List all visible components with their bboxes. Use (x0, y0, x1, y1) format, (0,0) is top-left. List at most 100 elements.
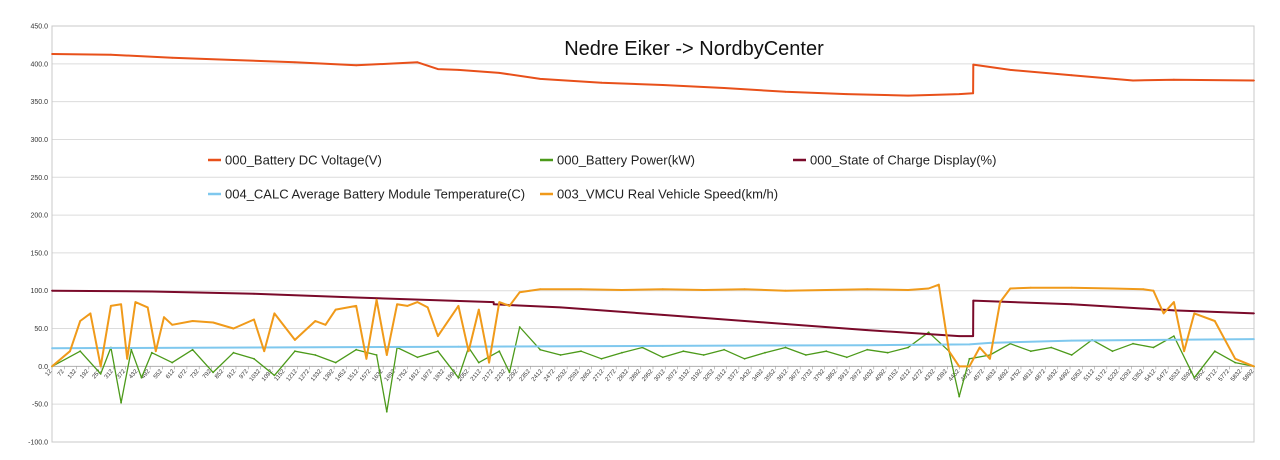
data-point (1173, 335, 1175, 337)
y-tick-label: 50.0 (34, 326, 48, 333)
data-point (958, 335, 961, 337)
data-point (539, 78, 542, 80)
legend-label: 000_Battery DC Voltage(V) (225, 153, 382, 168)
data-point (1152, 289, 1155, 292)
data-point (1009, 287, 1012, 290)
data-point (154, 350, 157, 353)
data-point (1070, 303, 1073, 306)
data-point (661, 314, 664, 316)
x-tick-label: 492 (141, 368, 152, 380)
data-point (498, 301, 501, 303)
data-point (232, 327, 235, 330)
data-point (51, 289, 53, 292)
data-point (134, 301, 137, 303)
data-point (1193, 312, 1196, 315)
legend-label: 004_CALC Average Battery Module Temperat… (225, 187, 525, 202)
data-point (702, 354, 705, 356)
data-point (1253, 79, 1255, 82)
data-point (1070, 74, 1073, 77)
data-point (1152, 346, 1155, 349)
data-point (375, 298, 378, 301)
data-point (294, 350, 296, 353)
data-point (253, 346, 255, 349)
data-point (324, 323, 327, 326)
legend-label: 003_VMCU Real Vehicle Speed(km/h) (557, 187, 778, 202)
data-point (51, 347, 53, 350)
data-point (120, 401, 122, 404)
data-point (294, 339, 296, 341)
y-tick-label: 200.0 (30, 213, 48, 220)
data-point (948, 350, 950, 353)
data-point (661, 84, 664, 86)
x-tick-label: 132 (67, 368, 78, 380)
data-point (866, 288, 869, 291)
data-point (1193, 376, 1196, 379)
series-line (51, 326, 1255, 413)
data-point (764, 351, 766, 354)
x-tick-label: 432 (128, 368, 139, 380)
data-point (743, 288, 746, 291)
data-point (1070, 339, 1073, 342)
data-point (334, 308, 337, 311)
data-point (1213, 320, 1216, 322)
data-point (1213, 350, 1216, 353)
data-point (171, 56, 174, 59)
data-point (1173, 309, 1175, 312)
data-point (1173, 301, 1175, 303)
data-point (518, 326, 521, 328)
data-point (51, 53, 53, 55)
data-point (1173, 78, 1175, 81)
data-point (457, 376, 460, 379)
data-point (621, 351, 623, 354)
data-point (661, 288, 664, 291)
data-point (972, 92, 974, 95)
data-point (580, 350, 582, 353)
y-tick-label: 300.0 (30, 137, 48, 144)
data-point (150, 351, 153, 354)
data-point (212, 321, 215, 324)
data-point (978, 346, 981, 349)
y-tick-label: 150.0 (30, 250, 48, 257)
data-point (1234, 357, 1237, 360)
x-tick-label: 732 (190, 368, 201, 380)
data-point (365, 357, 368, 360)
data-point (539, 288, 542, 291)
data-point (641, 346, 644, 349)
data-point (437, 68, 439, 70)
data-point (212, 371, 215, 374)
data-point (99, 365, 102, 368)
data-point (1132, 79, 1134, 82)
data-point (171, 361, 174, 364)
data-point (355, 296, 358, 299)
data-point (51, 365, 53, 368)
data-point (845, 93, 848, 95)
data-point (253, 357, 255, 360)
x-tick-label: 192 (79, 368, 90, 380)
data-point (477, 308, 480, 311)
data-point (958, 365, 961, 368)
data-point (355, 64, 358, 67)
data-point (784, 346, 787, 349)
y-tick-label: 400.0 (30, 61, 48, 68)
data-point (972, 299, 975, 302)
data-point (457, 305, 460, 307)
data-point (972, 335, 974, 337)
data-point (163, 316, 165, 319)
data-point (457, 69, 460, 71)
data-point (79, 320, 82, 322)
data-point (89, 312, 92, 315)
data-point (498, 72, 501, 74)
data-point (1009, 69, 1012, 71)
data-point (488, 361, 490, 364)
data-point (130, 348, 133, 351)
data-point (1253, 365, 1255, 368)
data-point (1111, 287, 1114, 290)
x-tick-label: 912 (226, 368, 237, 380)
data-point (396, 303, 398, 306)
data-point (467, 350, 470, 353)
data-point (426, 306, 429, 309)
data-point (191, 320, 194, 322)
data-point (110, 53, 112, 56)
data-point (723, 87, 725, 89)
data-point (498, 350, 501, 353)
